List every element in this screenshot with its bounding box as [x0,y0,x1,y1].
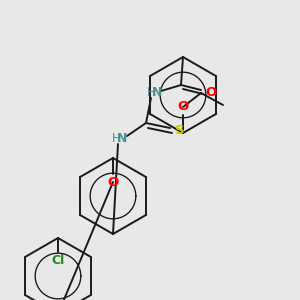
Text: S: S [175,124,184,136]
Text: Cl: Cl [51,254,64,267]
Text: N: N [152,86,162,100]
Text: H: H [147,86,156,100]
Text: O: O [177,100,189,113]
Text: O: O [107,176,118,189]
Text: H: H [112,131,121,145]
Text: O: O [205,85,216,98]
Text: N: N [117,131,127,145]
